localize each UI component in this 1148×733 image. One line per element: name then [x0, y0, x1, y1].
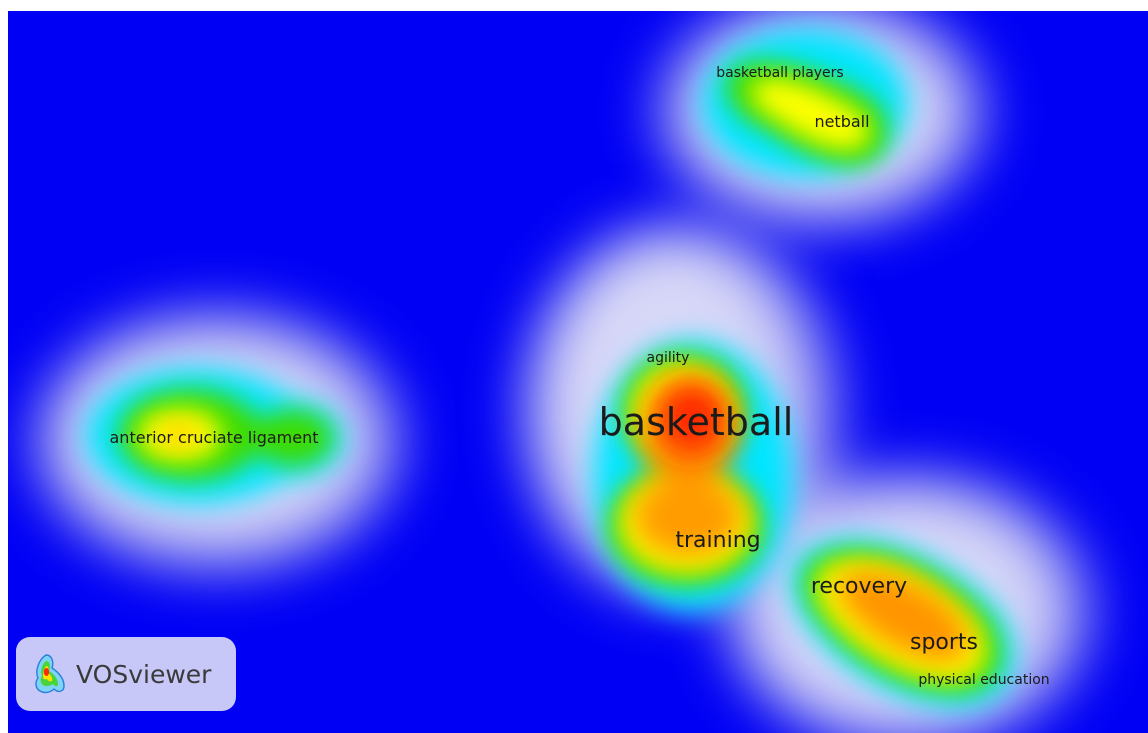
- term-label[interactable]: basketball players: [716, 65, 843, 81]
- density-cluster-acl: [33, 309, 403, 573]
- density-map-canvas: basketball players netball agility baske…: [8, 11, 1148, 733]
- vosviewer-brand-label: VOSviewer: [76, 659, 212, 689]
- term-label[interactable]: recovery: [811, 574, 907, 599]
- term-label[interactable]: physical education: [918, 672, 1049, 688]
- density-map[interactable]: basketball players netball agility baske…: [8, 11, 1148, 733]
- term-label[interactable]: anterior cruciate ligament: [110, 428, 319, 447]
- term-label[interactable]: basketball: [599, 400, 794, 444]
- term-label[interactable]: agility: [647, 350, 690, 366]
- term-label[interactable]: netball: [814, 112, 869, 131]
- term-label[interactable]: sports: [910, 630, 978, 655]
- term-label[interactable]: training: [675, 528, 760, 553]
- vosviewer-badge: VOSviewer: [16, 637, 236, 711]
- density-cluster-netball: [656, 11, 986, 229]
- vosviewer-logo-icon: [32, 652, 68, 696]
- density-cluster-basketball: [520, 221, 1093, 733]
